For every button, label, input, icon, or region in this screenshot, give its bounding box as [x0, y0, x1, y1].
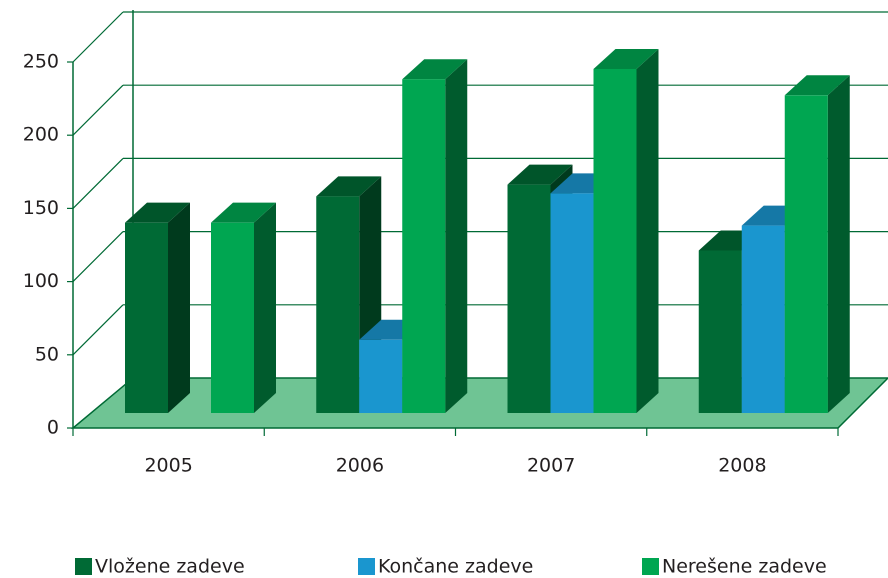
bar	[507, 184, 551, 413]
y-tick-label: 250	[23, 51, 59, 73]
bar-side	[827, 75, 850, 413]
bar-side	[636, 48, 659, 414]
grid-line	[72, 231, 124, 283]
x-tick-label: 2006	[336, 455, 384, 477]
y-tick-label: 150	[23, 197, 59, 219]
legend-label: Nerešene zadeve	[662, 556, 827, 578]
bar	[316, 196, 360, 413]
bar	[593, 68, 637, 414]
bar	[698, 250, 742, 413]
floor	[70, 377, 888, 429]
legend-swatch	[358, 558, 375, 575]
x-tick-label: 2008	[718, 455, 766, 477]
y-tick-label: 50	[35, 343, 59, 365]
bar-side	[168, 202, 190, 413]
bar-side	[254, 202, 276, 413]
bar-side	[445, 59, 468, 413]
bar-top	[316, 176, 382, 197]
bar	[550, 193, 594, 413]
grid-line	[72, 11, 124, 63]
y-tick-label: 200	[23, 124, 59, 146]
bar	[211, 222, 254, 413]
bar-top	[784, 75, 850, 96]
bar-top	[402, 59, 468, 80]
legend-label: Vložene zadeve	[95, 556, 245, 578]
bar	[784, 95, 828, 413]
legend-swatch	[75, 558, 92, 575]
legend-label: Končane zadeve	[378, 556, 533, 578]
x-tick-label: 2007	[527, 455, 575, 477]
bar-top	[507, 164, 573, 185]
bar-top	[125, 202, 190, 223]
bar	[359, 339, 403, 413]
x-tick-label: 2005	[144, 455, 192, 477]
bar-top	[593, 48, 659, 69]
bar	[402, 79, 446, 413]
bar	[741, 225, 785, 413]
y-tick-label: 100	[23, 270, 59, 292]
legend-swatch	[642, 558, 659, 575]
bar	[125, 222, 168, 413]
grid-line	[72, 304, 124, 356]
y-tick-label: 0	[47, 417, 59, 439]
grid-line	[72, 157, 124, 209]
bar-top	[211, 202, 276, 223]
grid-line	[72, 84, 124, 136]
